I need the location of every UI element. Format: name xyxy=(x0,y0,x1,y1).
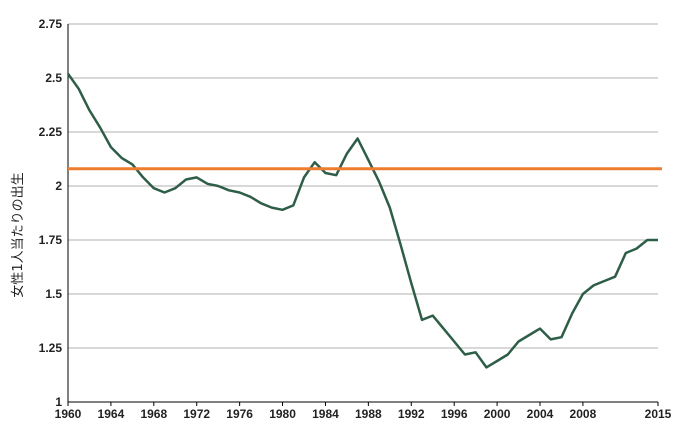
y-tick-label: 2.75 xyxy=(39,17,63,31)
x-tick-label: 1992 xyxy=(398,407,425,421)
y-tick-label: 1.25 xyxy=(39,341,63,355)
y-tick-label: 1.75 xyxy=(39,233,63,247)
x-tick-label: 2008 xyxy=(570,407,597,421)
x-tick-label: 1960 xyxy=(55,407,82,421)
x-tick-label: 1968 xyxy=(140,407,167,421)
y-tick-label: 1 xyxy=(55,395,62,409)
x-tick-label: 1976 xyxy=(226,407,253,421)
series-line xyxy=(66,72,658,369)
x-tick-label: 1996 xyxy=(441,407,468,421)
gridlines xyxy=(68,23,658,349)
x-tick-label: 1988 xyxy=(355,407,382,421)
y-tick-label: 1.5 xyxy=(45,287,62,301)
x-tick-label: 2004 xyxy=(527,407,554,421)
x-tick-label: 1984 xyxy=(312,407,339,421)
x-tick-label: 2000 xyxy=(484,407,511,421)
axes xyxy=(67,24,659,406)
x-tick-label: 1972 xyxy=(183,407,210,421)
plot-area xyxy=(66,72,662,369)
x-tick-label: 1964 xyxy=(98,407,125,421)
x-tick-labels: 1960 1964 1968 1972 1976 1980 1984 1988 1992 1996… xyxy=(55,407,672,421)
y-tick-label: 2 xyxy=(55,179,62,193)
x-tick-label: 2015 xyxy=(645,407,672,421)
y-tick-labels: 1 1.25 1.5 1.75 2 2.25 2.5 2.75 xyxy=(39,17,63,409)
y-axis-label: 女性1人当たりの出生 xyxy=(10,172,26,297)
y-tick-label: 2.25 xyxy=(39,125,63,139)
x-tick-label: 1980 xyxy=(269,407,296,421)
y-tick-label: 2.5 xyxy=(45,71,62,85)
